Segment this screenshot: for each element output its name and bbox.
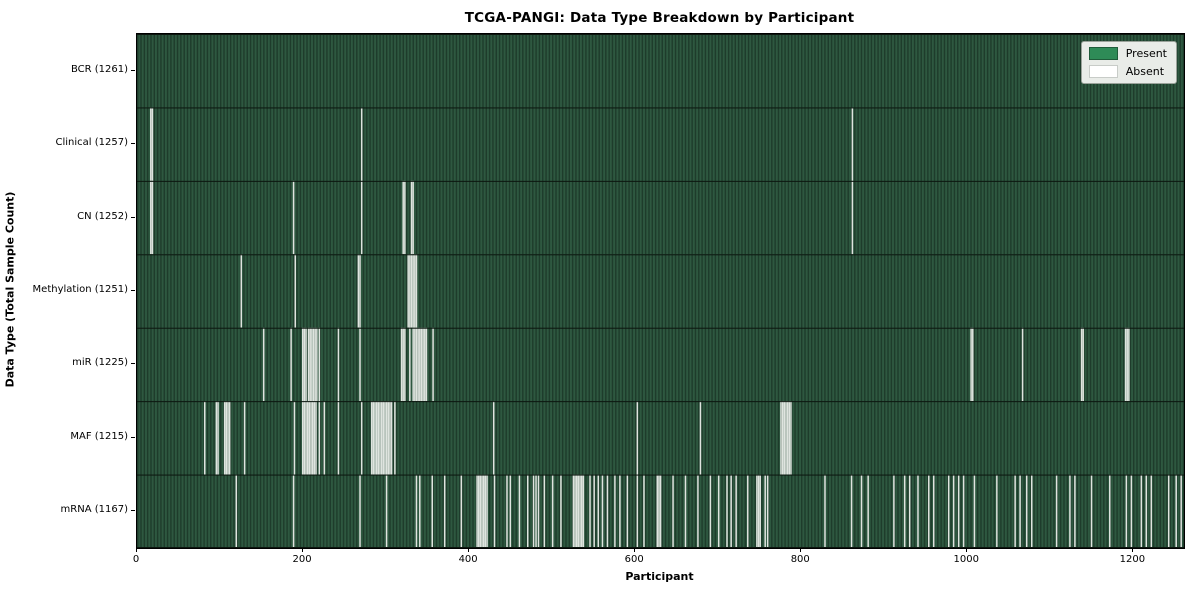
x-axis-label: Participant <box>625 570 694 583</box>
y-tick-label-miR: miR (1225) <box>72 357 128 369</box>
x-tick-mark <box>468 548 470 552</box>
y-tick-label-Methylation: Methylation (1251) <box>32 284 128 295</box>
x-tick-mark <box>1132 548 1134 552</box>
x-tick-mark <box>136 548 137 552</box>
x-tick-label-1200: 1200 <box>1119 554 1146 565</box>
x-tick-mark <box>800 548 802 552</box>
y-tick-label-BCR: BCR (1261) <box>70 63 128 75</box>
y-tick-label-mRNA: mRNA (1167) <box>60 504 128 516</box>
y-tick-label-CN: CN (1252) <box>77 210 128 222</box>
x-tick-label-600: 600 <box>624 554 644 565</box>
plot-area: Present Absent <box>136 33 1185 549</box>
x-tick-label-800: 800 <box>790 554 810 565</box>
y-tick-mark <box>131 216 135 218</box>
x-tick-label-0: 0 <box>132 554 140 565</box>
legend: Present Absent <box>1080 41 1177 84</box>
x-tick-mark <box>302 548 304 552</box>
y-tick-label-MAF: MAF (1215) <box>70 430 128 442</box>
legend-absent-label: Absent <box>1125 65 1165 78</box>
x-tick-mark <box>634 548 636 552</box>
x-tick-label-200: 200 <box>292 554 312 565</box>
legend-entry-present: Present <box>1088 47 1167 60</box>
chart-title: TCGA-PANGI: Data Type Breakdown by Parti… <box>464 10 855 26</box>
y-tick-mark <box>131 436 135 438</box>
legend-absent-swatch <box>1088 65 1118 78</box>
y-tick-mark <box>131 290 135 291</box>
legend-entry-absent: Absent <box>1088 65 1167 78</box>
legend-present-label: Present <box>1125 47 1167 60</box>
y-tick-mark <box>131 143 135 145</box>
x-tick-label-1000: 1000 <box>953 554 980 565</box>
x-tick-label-400: 400 <box>458 554 478 565</box>
y-tick-mark <box>131 363 135 365</box>
legend-present-swatch <box>1088 47 1118 60</box>
y-tick-label-Clinical: Clinical (1257) <box>55 137 129 149</box>
heatmap-canvas <box>137 34 1184 548</box>
x-tick-mark <box>966 548 968 552</box>
y-tick-mark <box>131 69 135 71</box>
y-tick-mark <box>131 510 135 512</box>
